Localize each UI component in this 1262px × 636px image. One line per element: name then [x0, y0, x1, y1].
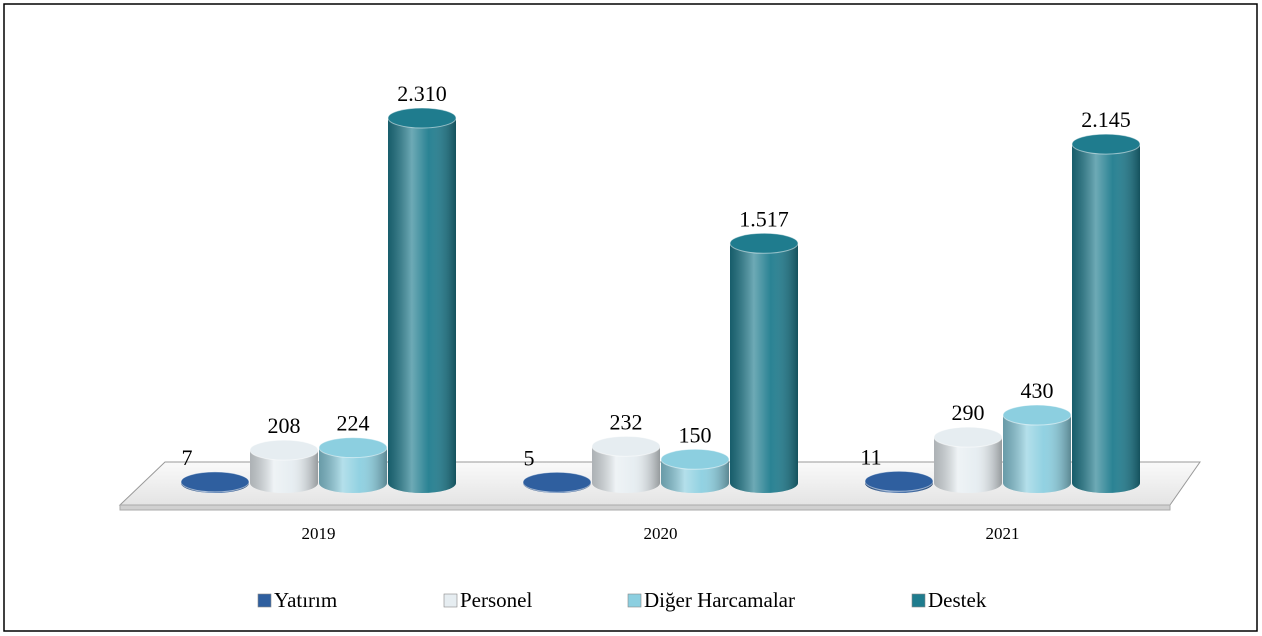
data-label: 208 [268, 413, 301, 438]
data-label: 1.517 [739, 206, 789, 231]
legend-label: Destek [928, 588, 987, 612]
cylinder-top [933, 426, 1003, 448]
cylinder-top [591, 435, 661, 457]
cylinder-top [864, 470, 934, 492]
cylinder-top [729, 232, 799, 254]
cylinder-shade [730, 243, 798, 493]
data-label: 2.145 [1081, 107, 1131, 132]
data-label: 5 [524, 445, 535, 470]
data-label: 232 [610, 409, 643, 434]
cylinder-top [387, 107, 457, 129]
legend-swatch [911, 593, 926, 608]
legend-label: Personel [460, 588, 532, 612]
legend-swatch [443, 593, 458, 608]
cylinder-shade [1072, 144, 1140, 494]
data-label: 150 [679, 422, 712, 447]
floor-edge [119, 504, 1171, 511]
data-label: 2.310 [397, 81, 447, 106]
cylinder-top [660, 448, 730, 470]
cylinder-top [180, 471, 250, 493]
cylinder-shade [592, 446, 660, 493]
cylinder-top [249, 439, 319, 461]
data-label: 7 [182, 445, 193, 470]
cylinder-shade [388, 118, 456, 493]
cylinder-shade [934, 437, 1002, 493]
cylinder-top [522, 471, 592, 493]
x-tick-label: 2020 [644, 524, 678, 543]
x-tick-label: 2021 [986, 524, 1020, 543]
data-label: 11 [860, 444, 881, 469]
cylinder-shade [1003, 415, 1071, 493]
cylinder-shade [250, 450, 318, 493]
data-label: 290 [952, 400, 985, 425]
legend-swatch [257, 593, 272, 608]
legend-swatch [627, 593, 642, 608]
data-label: 430 [1021, 378, 1054, 403]
cylinder-top [1071, 133, 1141, 155]
cylinder-top [1002, 404, 1072, 426]
chart-border [3, 3, 1258, 632]
cylinder-shade [319, 447, 387, 493]
data-label: 224 [337, 411, 370, 436]
legend-label: Yatırım [274, 588, 337, 612]
legend-label: Diğer Harcamalar [644, 588, 795, 612]
x-tick-label: 2019 [302, 524, 336, 543]
cylinder-top [318, 437, 388, 459]
